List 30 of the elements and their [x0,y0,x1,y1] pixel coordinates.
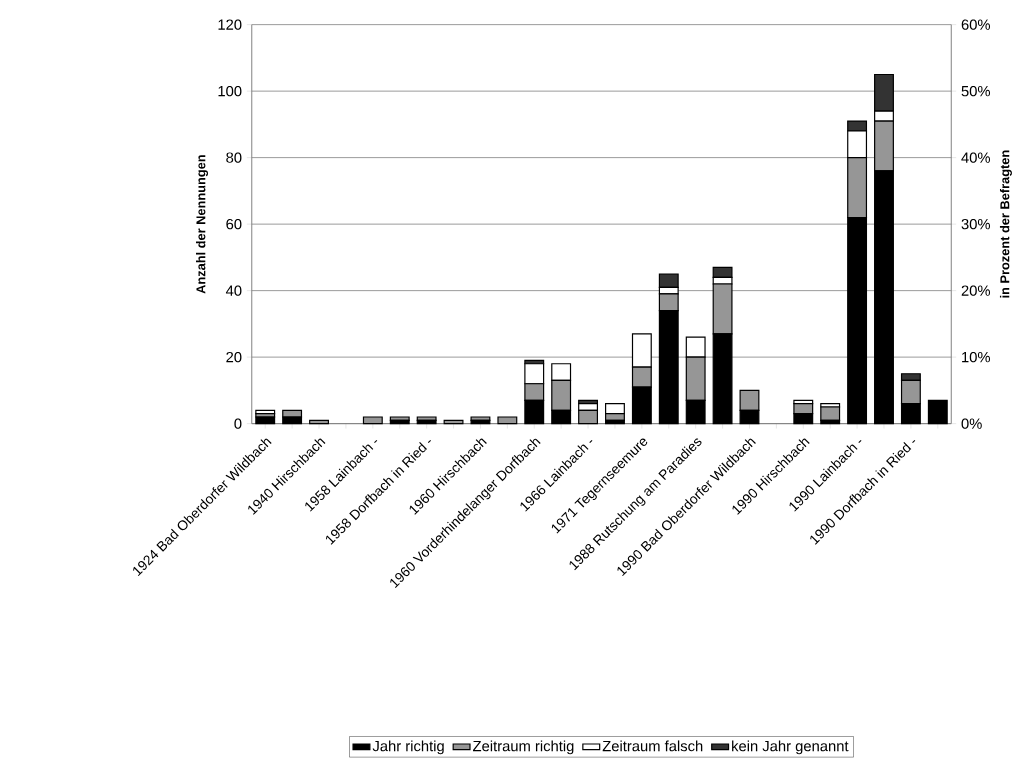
bar [255,416,276,425]
bar [497,416,518,425]
y-tick-label: 40 [225,285,242,296]
y-axis-title: Anzahl der Nennungen [196,154,209,294]
y2-axis-title: in Prozent der Befragten [999,150,1012,298]
y-tick-label: 0 [234,418,242,429]
y2-tick-label: 60% [961,19,991,30]
y2-tick-label: 0% [961,418,982,429]
y2-tick-label: 40% [961,152,991,163]
y-tick-label: 120 [218,19,242,30]
legend-label: Zeitraum falsch [602,740,703,752]
y-tick-label: 80 [226,152,242,163]
bar [470,419,491,425]
y-tick-label: 100 [218,85,242,97]
bar [309,419,329,425]
bar [443,419,464,425]
legend-label: Jahr richtig [372,740,444,754]
y2-tick-label: 30% [961,218,991,230]
y-tick-label: 20 [226,351,242,363]
y2-tick-label: 10% [962,351,991,363]
y2-tick-label: 50% [961,85,991,97]
legend-label: kein Jahr genannt [732,740,849,754]
y2-tick-label: 20% [961,285,991,296]
y-tick-label: 60 [226,218,242,230]
bar [416,419,437,425]
bar [820,406,841,421]
legend-label: Zeitraum richtig [473,740,574,754]
bar [927,399,948,425]
bar [389,419,410,425]
bar [362,416,383,425]
